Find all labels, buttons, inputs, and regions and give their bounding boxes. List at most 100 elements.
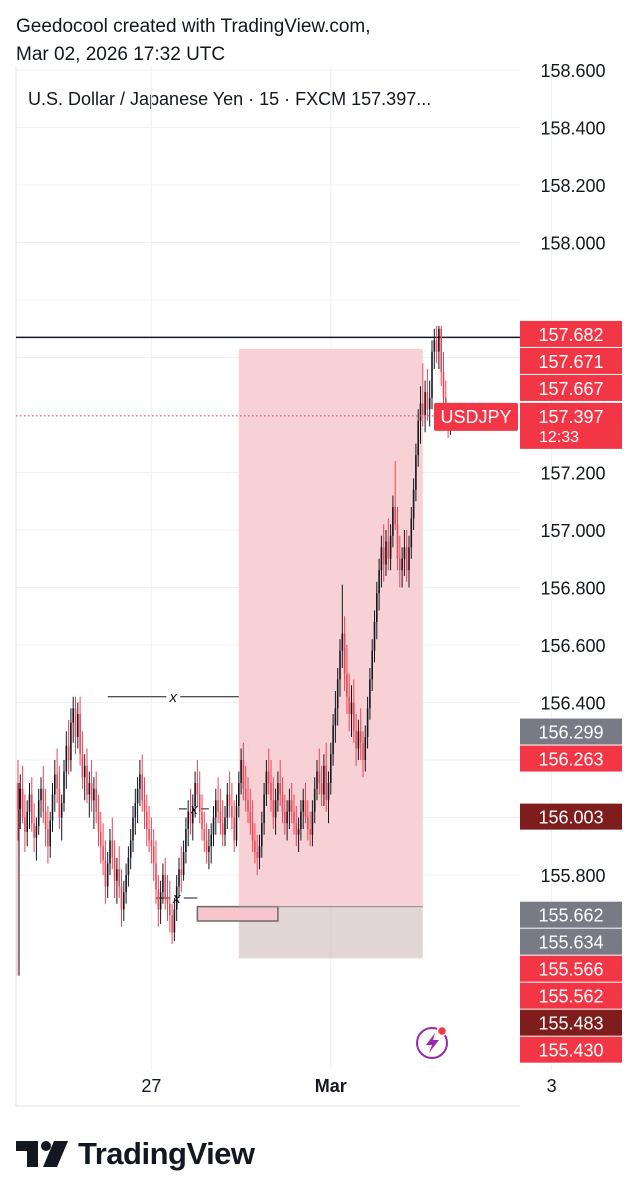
candle-body	[251, 823, 254, 841]
price-label-box	[520, 1036, 622, 1063]
candle-body	[238, 783, 240, 806]
candle-body	[332, 725, 334, 755]
price-axis[interactable]: 155.800 156.400 156.600 156.800 157.000 157.2…	[540, 61, 605, 886]
candle-body	[380, 547, 383, 571]
price-label-box	[520, 320, 622, 347]
candle-body	[284, 811, 286, 824]
candle-body	[100, 831, 102, 847]
candle-body	[93, 788, 95, 801]
candle-body	[327, 783, 330, 801]
candle-body	[65, 745, 68, 772]
candle-body	[231, 806, 233, 818]
candle-body	[159, 892, 162, 910]
candle-body	[350, 702, 353, 714]
candles	[17, 325, 452, 944]
candle-body	[141, 774, 143, 801]
candle-body	[366, 708, 369, 737]
candle-body	[311, 811, 314, 835]
candle-body	[362, 742, 364, 760]
candle-body	[155, 863, 157, 890]
price-label-box	[520, 1009, 622, 1036]
time-tick-label: 3	[547, 1076, 557, 1096]
candle-body	[309, 829, 311, 835]
candle-body	[405, 547, 408, 571]
candle-body	[208, 846, 210, 852]
time-axis[interactable]: 27 Mar 3	[141, 1076, 556, 1096]
candle-body	[240, 760, 242, 783]
candle-body	[330, 754, 332, 783]
candle-body	[123, 892, 125, 910]
candle-body	[33, 823, 35, 838]
candle-body	[376, 593, 378, 622]
candle-body	[104, 860, 107, 887]
candle-body	[320, 783, 323, 795]
candle-body	[343, 633, 346, 674]
price-label-text: 156.299	[538, 723, 603, 743]
candle-body	[171, 915, 173, 933]
lightning-circle[interactable]	[416, 1027, 448, 1059]
candle-body	[120, 886, 123, 910]
candle-body	[277, 783, 279, 801]
candle-body	[440, 328, 442, 372]
candle-body	[244, 788, 247, 801]
candle-body	[203, 829, 206, 841]
tradingview-logo-icon	[16, 1141, 68, 1167]
price-tick-label: 156.400	[540, 694, 605, 714]
time-tick-label: Mar	[315, 1076, 347, 1096]
price-tick-label: 156.600	[540, 636, 605, 656]
candle-body	[274, 800, 277, 818]
candle-body	[116, 869, 118, 881]
candle-body	[49, 820, 51, 847]
candle-body	[113, 857, 116, 881]
candle-body	[95, 788, 97, 812]
candle-body	[316, 771, 318, 789]
candle-body	[334, 708, 337, 726]
lightning-icon[interactable]	[416, 1025, 448, 1059]
candle-body	[31, 794, 33, 824]
timestamp-line: Mar 02, 2026 17:32 UTC	[16, 44, 226, 65]
candle-body	[290, 800, 293, 812]
price-label-text: 157.671	[538, 352, 603, 372]
zone-pink_box	[196, 905, 279, 922]
candle-body	[353, 702, 355, 732]
candle-body	[399, 558, 401, 571]
price-label-box	[520, 928, 622, 955]
zone-pink	[238, 348, 423, 907]
candle-body	[162, 875, 164, 893]
candle-body	[228, 794, 231, 806]
candle-body	[182, 852, 185, 875]
price-label-text: 157.667	[538, 379, 603, 399]
tradingview-logo[interactable]: TradingView	[16, 1132, 255, 1176]
candle-body	[417, 420, 419, 456]
price-tick-label: 158.200	[540, 176, 605, 196]
candle-body	[44, 811, 47, 829]
candle-body	[304, 800, 307, 818]
price-label-text: 156.263	[538, 750, 603, 770]
candle-body	[157, 889, 160, 910]
candle-body	[40, 788, 42, 801]
candle-body	[54, 774, 56, 795]
candle-body	[288, 800, 291, 812]
candle-body	[339, 650, 341, 680]
candle-body	[233, 817, 235, 841]
candle-body	[63, 771, 65, 804]
candle-body	[235, 806, 238, 841]
price-tick-label: 158.400	[540, 119, 605, 139]
candle-body	[382, 547, 385, 565]
candle-body	[378, 570, 380, 594]
candle-body	[364, 737, 367, 760]
candle-body	[178, 869, 180, 887]
candle-body	[348, 696, 350, 714]
candle-body	[355, 731, 357, 749]
price-label-box	[520, 347, 622, 374]
candle-body	[286, 811, 288, 824]
candle-body	[72, 708, 74, 723]
candle-body	[150, 840, 153, 847]
price-chart[interactable]: xxx 155.800156.400156.600156.800157.0001…	[0, 0, 642, 1120]
candle-body	[307, 817, 309, 829]
symbol-tag-text: USDJPY	[440, 407, 511, 427]
candle-body	[403, 547, 406, 559]
candle-body	[24, 817, 26, 832]
price-tick-label: 158.600	[540, 61, 605, 81]
price-label-text: 155.634	[538, 933, 603, 953]
